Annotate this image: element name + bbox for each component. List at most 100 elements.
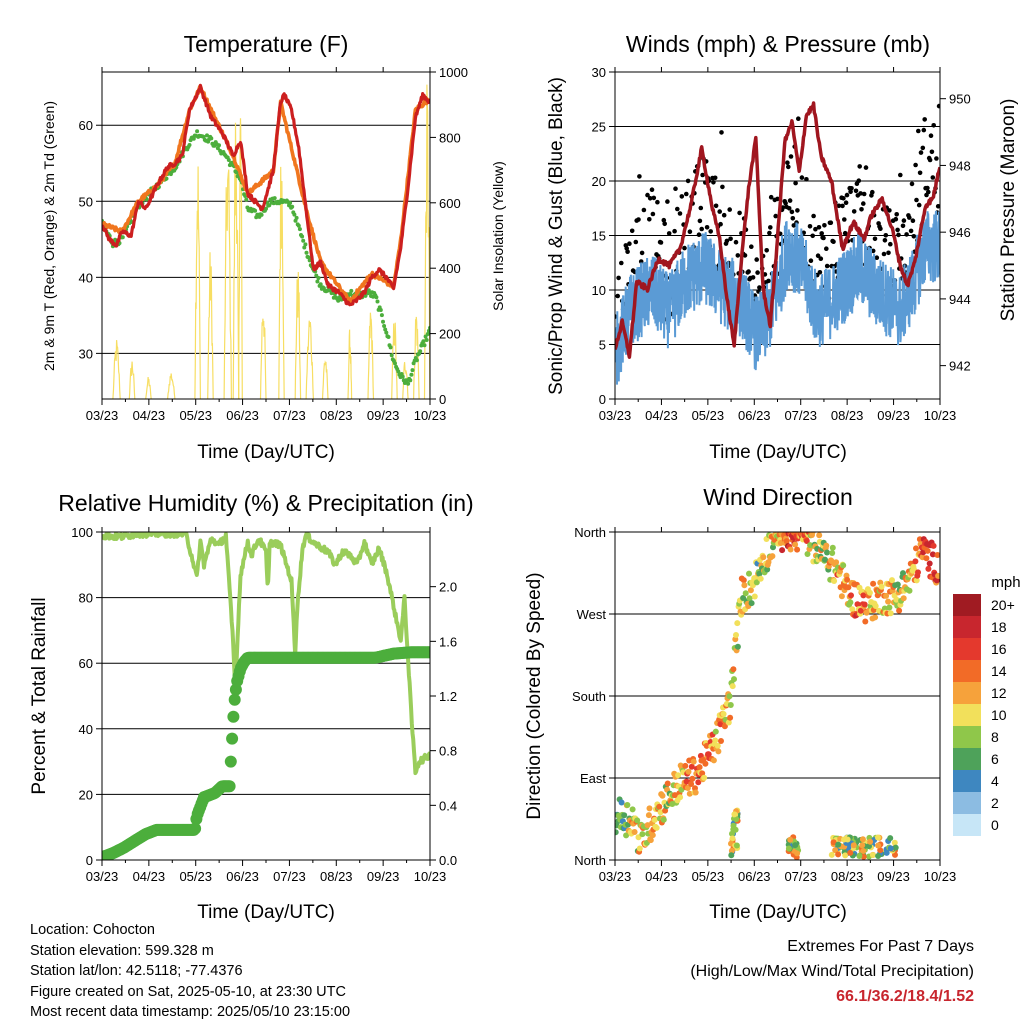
gust-point (929, 149, 935, 155)
direction-point (831, 578, 838, 584)
direction-point (816, 532, 823, 539)
humidity-xtick-label: 07/23 (273, 869, 306, 884)
humidity-plot-area (102, 532, 430, 860)
direction-point (777, 540, 784, 546)
gust-point (882, 238, 888, 243)
humidity-y2tick-label: 0.8 (439, 744, 457, 759)
direction-point (874, 834, 881, 841)
direction-point (748, 600, 755, 607)
gust-point (811, 213, 816, 219)
gust-point (894, 212, 899, 217)
direction-point (832, 847, 839, 854)
gust-point (796, 116, 801, 121)
direction-point (933, 577, 940, 584)
gust-point (853, 188, 859, 194)
rainfall-point (423, 646, 430, 659)
humidity-title: Relative Humidity (%) & Precipitation (i… (58, 490, 473, 516)
gust-point (828, 220, 834, 225)
direction-xtick-label: 04/23 (645, 869, 678, 884)
gust-point (909, 181, 915, 187)
legend-label: 6 (991, 751, 999, 767)
dewpoint-point (378, 308, 383, 312)
direction-point (878, 583, 885, 590)
direction-point (848, 592, 854, 599)
solar-insolation-trace (194, 166, 201, 399)
info-elevation: Station elevation: 599.328 m (30, 942, 214, 959)
dewpoint-point (234, 170, 239, 175)
direction-point (721, 723, 728, 730)
dewpoint-point (414, 358, 419, 363)
direction-point (925, 565, 932, 572)
legend-swatch (953, 770, 981, 792)
temperature-ytick-label: 30 (79, 346, 93, 361)
gust-point (712, 175, 718, 181)
gust-point (655, 199, 660, 205)
direction-point (824, 549, 830, 556)
direction-point (657, 809, 664, 816)
gust-point (721, 212, 727, 218)
dewpoint-point (406, 381, 411, 386)
direction-point (696, 764, 703, 771)
temperature-xtick-label: 07/23 (273, 408, 306, 423)
direction-point (794, 546, 801, 553)
gust-point (917, 170, 923, 176)
dewpoint-point (396, 369, 401, 374)
gust-point (679, 194, 685, 199)
direction-point (859, 842, 866, 849)
gust-point (727, 207, 732, 212)
temperature-xtick-label: 06/23 (226, 408, 259, 423)
gust-point (790, 216, 796, 221)
direction-point (889, 577, 895, 584)
gust-point (861, 191, 867, 197)
gust-point (619, 260, 624, 266)
direction-point (685, 768, 692, 775)
gust-point (767, 230, 772, 236)
gust-point (874, 255, 880, 260)
gust-point (766, 278, 771, 284)
gust-point (808, 258, 814, 264)
gust-point (908, 228, 914, 234)
dewpoint-point (300, 234, 305, 239)
direction-point (727, 714, 734, 721)
gust-point (629, 228, 635, 234)
gust-point (911, 234, 917, 239)
direction-point (872, 614, 879, 621)
direction-point (664, 780, 671, 787)
direction-point (729, 683, 736, 690)
direction-point (913, 577, 920, 584)
gust-point (816, 225, 822, 230)
direction-point (779, 547, 786, 554)
direction-point (731, 676, 737, 683)
gust-point (757, 285, 762, 290)
direction-point (847, 849, 854, 856)
gust-point (783, 200, 788, 206)
sustained-wind-trace (615, 210, 940, 385)
gust-point (789, 209, 795, 215)
dewpoint-point (400, 374, 405, 379)
gust-point (807, 224, 813, 229)
gust-point (684, 191, 689, 197)
direction-xtick-label: 10/23 (924, 869, 957, 884)
gust-point (700, 172, 705, 178)
gust-point (788, 154, 794, 159)
direction-point (731, 811, 738, 818)
direction-point (850, 842, 857, 849)
direction-point (728, 847, 735, 854)
direction-point (934, 552, 940, 558)
temperature-ytick-label: 50 (79, 194, 93, 209)
direction-point (809, 532, 816, 535)
direction-point (645, 812, 652, 819)
gust-point (925, 185, 930, 191)
direction-point (822, 556, 828, 563)
gust-point (870, 248, 876, 254)
direction-point (887, 610, 894, 617)
gust-point (910, 218, 916, 223)
direction-point (734, 643, 741, 650)
gust-point (637, 174, 642, 179)
dewpoint-point (120, 235, 125, 240)
direction-point (833, 559, 840, 566)
gust-point (841, 196, 846, 201)
solar-insolation-trace (128, 361, 136, 399)
legend-label: 20+ (991, 597, 1015, 613)
direction-point (729, 835, 736, 842)
